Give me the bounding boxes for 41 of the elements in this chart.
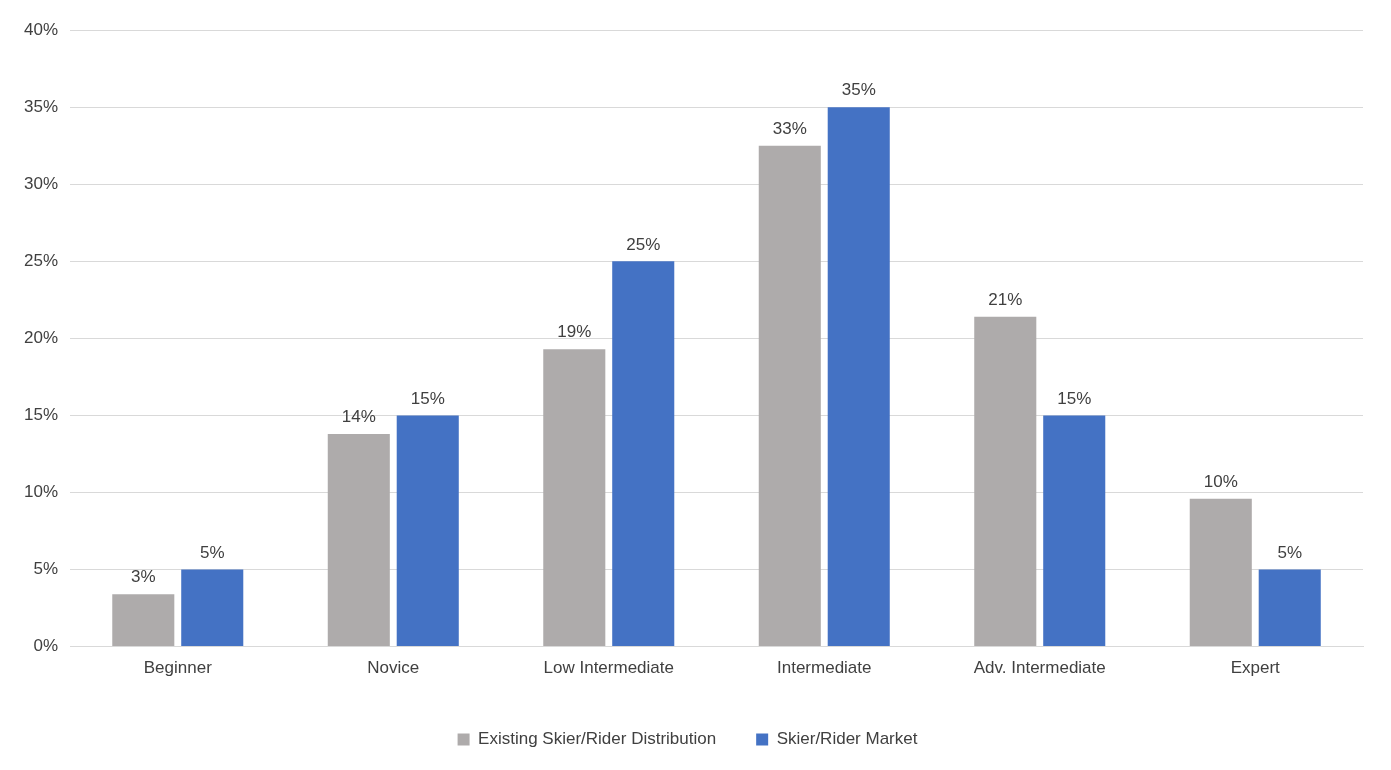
bar (1189, 498, 1252, 647)
x-tick-label: Low Intermediate (543, 658, 674, 678)
data-label: 15% (410, 388, 445, 408)
legend-label: Existing Skier/Rider Distribution (478, 729, 717, 749)
bar (612, 261, 675, 647)
x-tick-label: Intermediate (777, 658, 872, 678)
data-label: 35% (841, 80, 876, 100)
data-label: 33% (772, 118, 807, 138)
bar (181, 569, 244, 647)
bar (112, 594, 175, 647)
data-label: 5% (199, 542, 225, 562)
bar (1043, 415, 1106, 647)
data-label: 19% (557, 322, 592, 342)
data-label: 3% (131, 567, 156, 587)
data-label: 15% (1057, 388, 1092, 408)
bar (827, 107, 890, 647)
bar (758, 145, 821, 647)
x-tick-label: Adv. Intermediate (973, 658, 1106, 678)
data-label: 21% (988, 290, 1023, 310)
y-tick-label: 35% (23, 96, 59, 116)
y-tick-label: 10% (23, 482, 59, 502)
bar (543, 349, 606, 647)
x-tick-label: Expert (1230, 658, 1281, 678)
data-label: 10% (1203, 471, 1238, 491)
x-tick-label: Novice (367, 658, 420, 678)
legend-label: Skier/Rider Market (776, 729, 918, 749)
y-tick-label: 20% (23, 328, 59, 348)
bar (396, 415, 459, 647)
y-tick-label: 5% (33, 559, 59, 579)
bar (974, 316, 1037, 647)
y-tick-label: 40% (23, 19, 59, 39)
data-label: 14% (341, 407, 376, 427)
y-tick-label: 25% (23, 251, 59, 271)
bar (327, 433, 390, 647)
y-tick-label: 15% (23, 405, 59, 425)
y-tick-label: 0% (33, 636, 59, 656)
data-label: 5% (1277, 542, 1303, 562)
y-tick-label: 30% (23, 173, 59, 193)
x-tick-label: Beginner (143, 658, 213, 678)
bar (1258, 569, 1321, 647)
data-label: 25% (626, 234, 661, 254)
